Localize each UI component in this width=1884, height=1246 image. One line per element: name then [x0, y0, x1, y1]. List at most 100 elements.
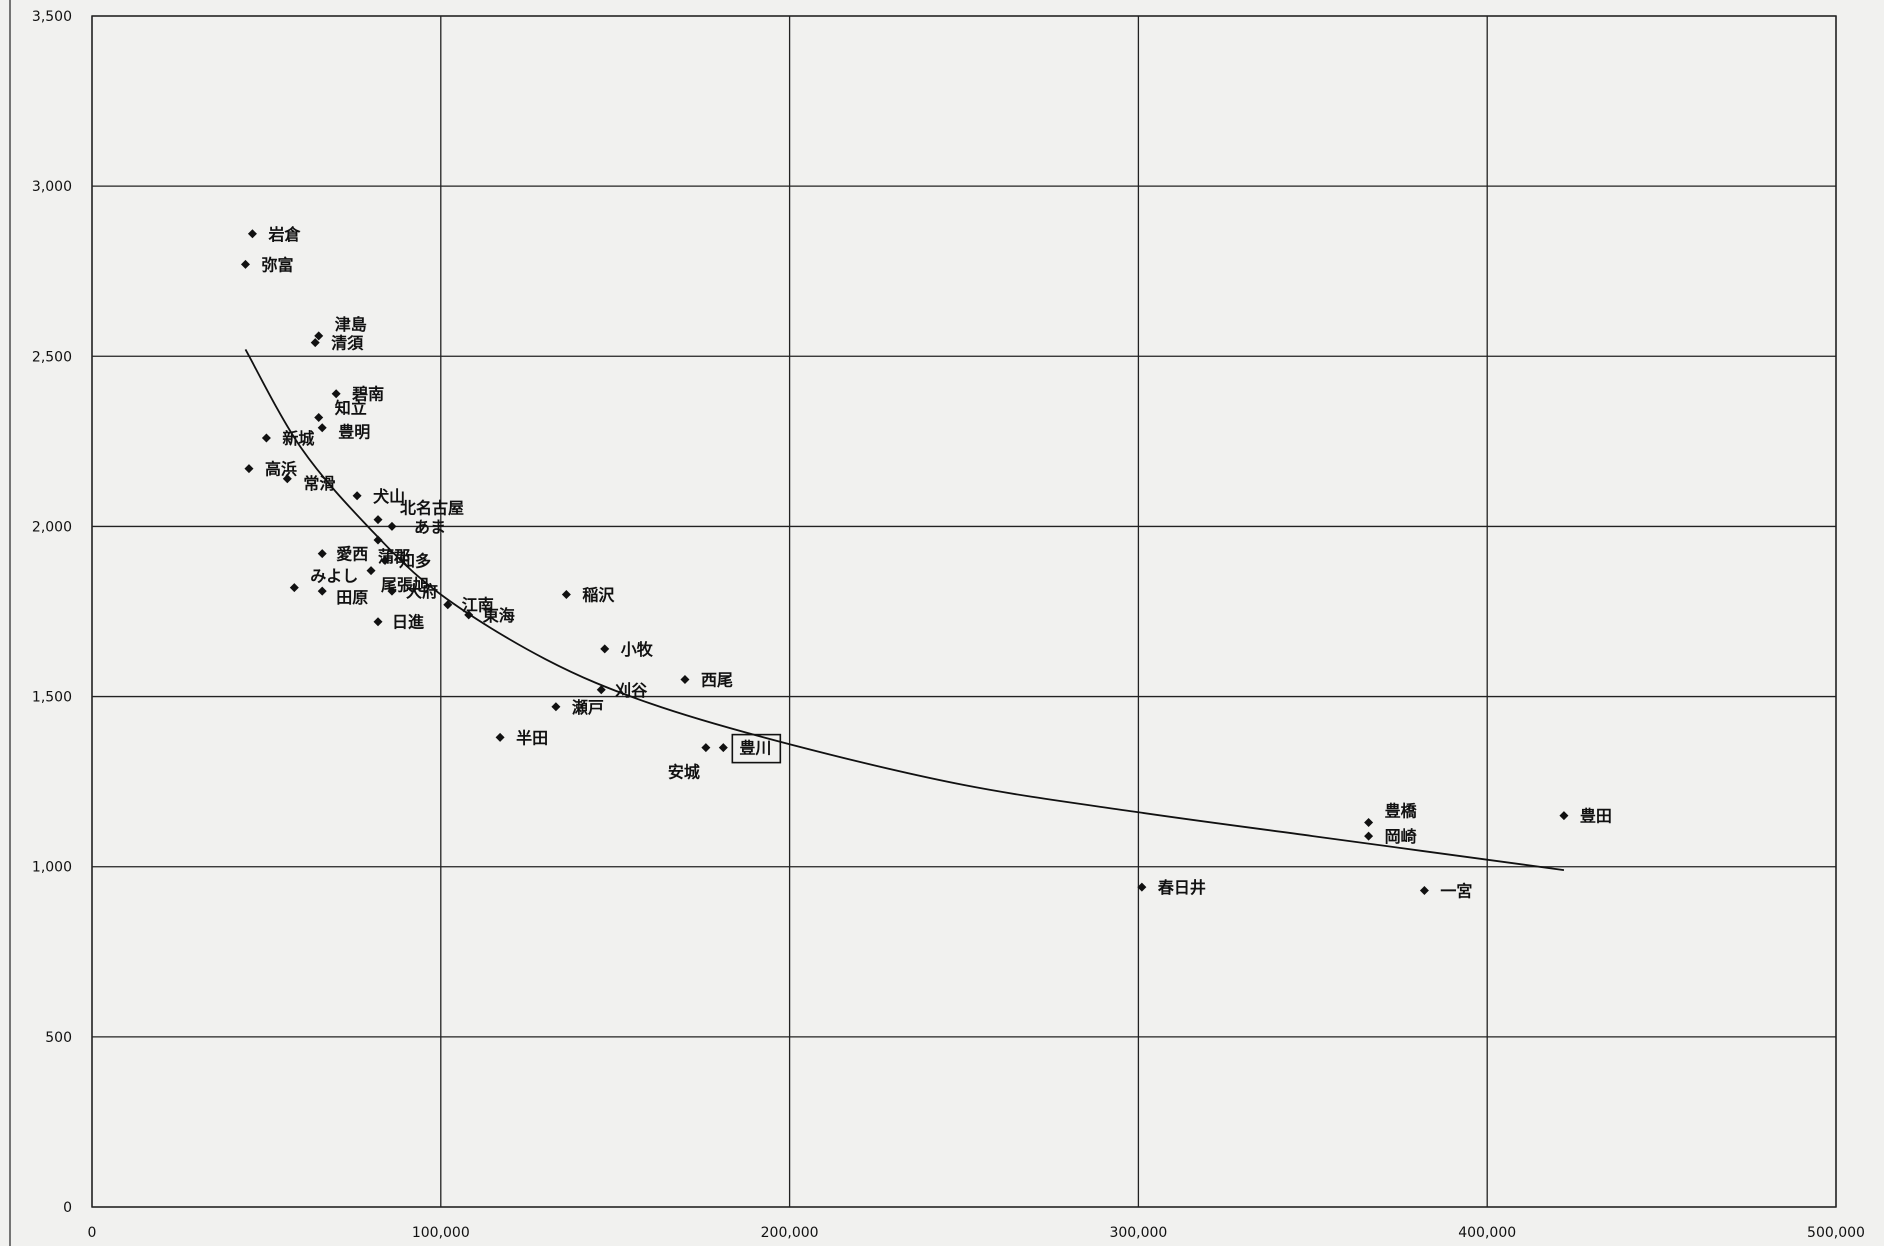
scatter-point: 高浜 [244, 460, 297, 479]
y-tick-label: 3,000 [32, 179, 72, 195]
point-marker [331, 389, 341, 399]
axis-ticks: 0 100,000 200,000 300,000 400,000 500,000 0 500… [32, 9, 1865, 1241]
point-label: 江南 [462, 596, 494, 615]
point-label: 豊田 [1580, 807, 1612, 826]
scatter-point: 知立 [314, 399, 367, 423]
point-marker [1364, 831, 1374, 841]
scatter-point: 北名古屋 [373, 499, 464, 525]
y-tick-label: 0 [63, 1200, 72, 1216]
scatter-point: 弥富 [240, 255, 293, 274]
scatter-point: 半田 [495, 728, 548, 747]
point-marker [373, 617, 383, 627]
trendline-curve [244, 349, 1565, 872]
point-label: 日進 [392, 613, 424, 632]
point-marker [443, 600, 453, 610]
scatter-point: 安城 [668, 743, 711, 782]
point-label: 津島 [335, 315, 367, 334]
scatter-point: 東海 [464, 606, 515, 625]
scatter-point: 豊明 [317, 423, 370, 442]
point-label: 清須 [331, 334, 364, 353]
highlight-box [731, 733, 782, 764]
scatter-point: あま [387, 517, 446, 536]
scatter-point: 西尾 [680, 671, 733, 690]
scatter-point: 豊田 [1559, 807, 1612, 826]
point-marker [495, 732, 505, 742]
point-marker [387, 521, 397, 531]
scatter-point: 江南 [443, 596, 494, 615]
point-marker [240, 259, 250, 269]
scatter-point: 愛西 [317, 545, 368, 564]
point-marker [1419, 886, 1429, 896]
point-marker [551, 702, 561, 712]
point-label: 東海 [483, 606, 515, 625]
x-tick-label: 500,000 [1807, 1225, 1865, 1241]
point-marker [317, 586, 327, 596]
point-marker [1559, 811, 1569, 821]
point-marker [244, 464, 254, 474]
point-marker [352, 491, 362, 501]
scatter-point: 日進 [373, 613, 424, 632]
point-label: 北名古屋 [400, 499, 464, 518]
scatter-point: 新城 [261, 429, 314, 448]
point-marker [387, 586, 397, 596]
point-label: 知立 [335, 399, 367, 418]
x-tick-label: 300,000 [1109, 1225, 1167, 1241]
scatter-point: 春日井 [1137, 878, 1206, 897]
y-tick-label: 2,500 [32, 349, 72, 365]
point-marker [261, 433, 271, 443]
scatter-point: 常滑 [282, 474, 335, 493]
x-tick-label: 0 [88, 1225, 97, 1241]
point-label: 小牧 [621, 640, 654, 659]
point-label: 弥富 [261, 255, 293, 274]
point-label: 碧南 [351, 385, 384, 404]
point-label: 高浜 [265, 460, 297, 479]
point-label: 安城 [668, 763, 700, 782]
scatter-point: 一宮 [1419, 882, 1472, 901]
point-label: あま [414, 517, 446, 536]
point-label: 一宮 [1440, 882, 1472, 901]
point-label: 豊明 [338, 423, 370, 442]
scatter-point: 津島 [314, 315, 367, 341]
point-marker [373, 535, 383, 545]
point-marker [464, 610, 474, 620]
grid-lines [9, 0, 1837, 1246]
point-label: 新城 [282, 429, 314, 448]
point-marker [373, 515, 383, 525]
y-tick-label: 1,000 [32, 860, 72, 876]
point-marker [310, 338, 320, 348]
scatter-point: 大府 [387, 582, 438, 601]
point-label: 春日井 [1157, 878, 1206, 897]
point-label: 常滑 [303, 474, 335, 493]
point-label: 刈谷 [615, 681, 648, 700]
point-marker [1137, 882, 1147, 892]
y-tick-label: 2,000 [32, 519, 72, 535]
point-marker [680, 675, 690, 685]
point-label: 犬山 [373, 487, 405, 506]
y-tick-label: 3,500 [32, 9, 72, 25]
y-tick-label: 500 [45, 1030, 72, 1046]
point-marker [380, 555, 390, 565]
point-marker [718, 743, 728, 753]
point-marker [596, 685, 606, 695]
point-marker [317, 549, 327, 559]
scatter-point: 田原 [317, 586, 368, 607]
point-label: 豊橋 [1385, 801, 1418, 820]
point-label: 稲沢 [582, 585, 615, 604]
point-marker [317, 423, 327, 433]
scatter-point: 稲沢 [561, 585, 615, 604]
x-tick-label: 400,000 [1458, 1225, 1516, 1241]
point-label: 愛西 [336, 545, 368, 564]
point-marker [701, 743, 711, 753]
point-marker [600, 644, 610, 654]
scatter-point: 清須 [310, 334, 364, 353]
scatter-point: 犬山 [352, 487, 405, 506]
point-label: 西尾 [701, 671, 733, 690]
point-marker [561, 589, 571, 599]
point-marker [366, 566, 376, 576]
point-marker [282, 474, 292, 484]
scatter-point: 瀬戸 [551, 698, 604, 717]
x-tick-label: 100,000 [412, 1225, 470, 1241]
x-tick-label: 200,000 [761, 1225, 819, 1241]
